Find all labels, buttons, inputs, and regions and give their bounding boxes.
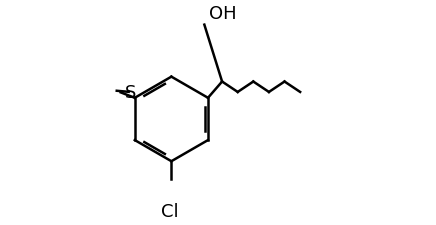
Text: S: S xyxy=(125,83,136,101)
Text: Cl: Cl xyxy=(160,202,178,220)
Text: OH: OH xyxy=(209,5,236,23)
